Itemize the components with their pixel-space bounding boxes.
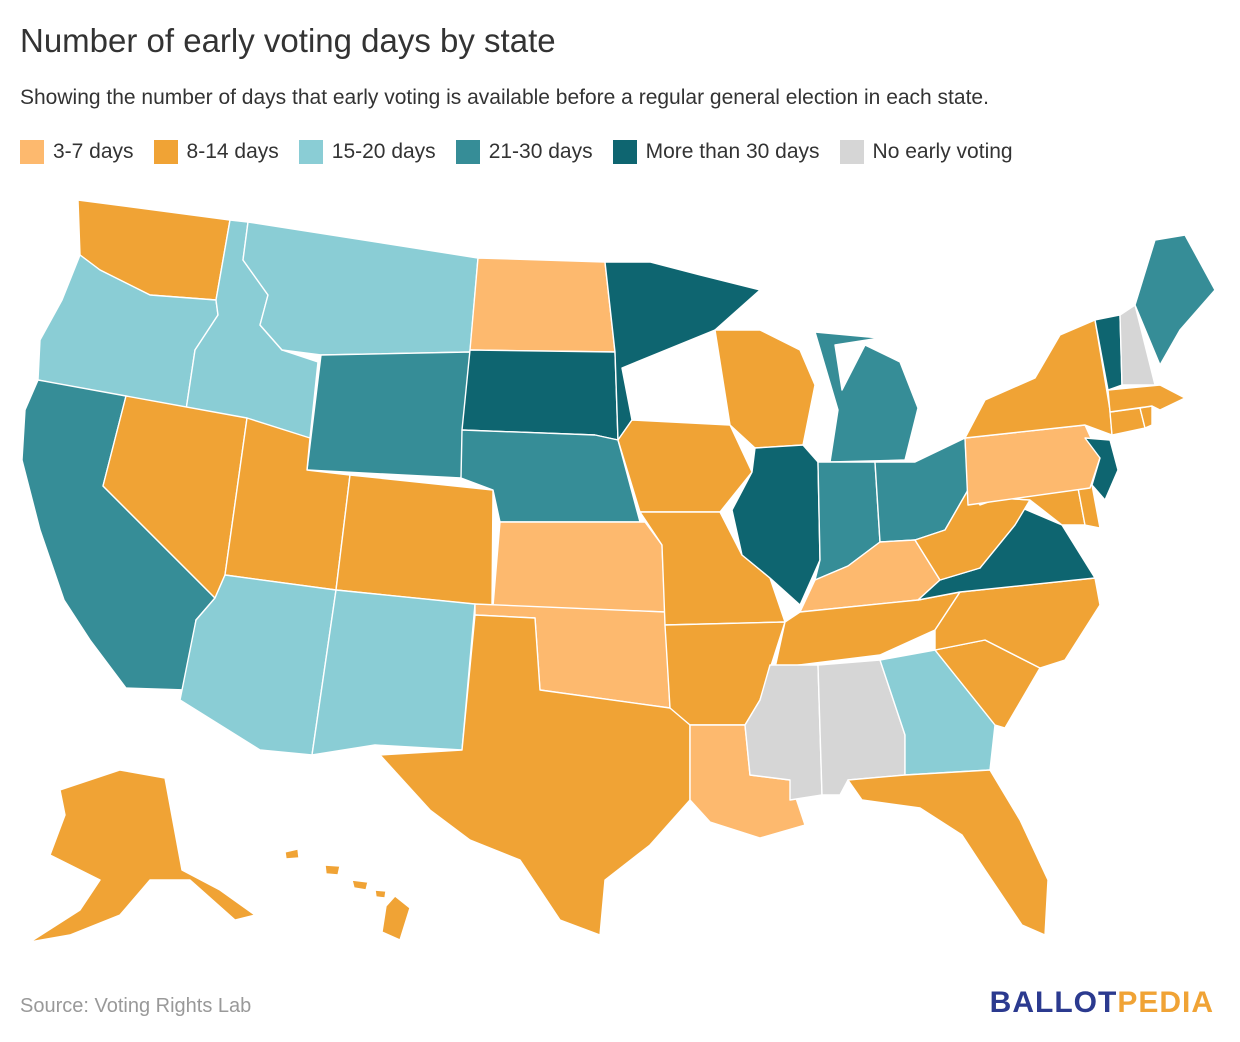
legend-swatch bbox=[612, 140, 637, 164]
chart-title: Number of early voting days by state bbox=[20, 22, 556, 59]
state-CT bbox=[1109, 407, 1146, 436]
state-KS bbox=[492, 521, 666, 613]
state-NJ bbox=[1084, 437, 1119, 501]
state-TX bbox=[379, 614, 691, 936]
legend-swatch bbox=[839, 140, 864, 164]
state-HI bbox=[284, 848, 411, 941]
legend-item-more-than-30-days: More than 30 days bbox=[612, 140, 820, 164]
state-AK bbox=[29, 769, 256, 943]
legend-label: More than 30 days bbox=[645, 140, 820, 163]
legend-swatch bbox=[455, 140, 480, 164]
logo-part-ballot: BALLOT bbox=[989, 986, 1118, 1019]
state-MT bbox=[242, 221, 479, 356]
state-WI bbox=[714, 329, 816, 449]
state-ND bbox=[469, 257, 616, 353]
source-note: Source: Voting Rights Lab bbox=[20, 995, 252, 1017]
logo-part-pedia: PEDIA bbox=[1117, 986, 1214, 1019]
state-MO bbox=[639, 511, 786, 626]
state-MN bbox=[604, 261, 761, 441]
state-FL bbox=[847, 769, 1049, 936]
us-state-map bbox=[21, 200, 1216, 943]
state-NY bbox=[964, 319, 1113, 439]
state-MI bbox=[814, 331, 919, 463]
legend-item-21-30-days: 21-30 days bbox=[455, 140, 593, 164]
legend-swatch bbox=[20, 140, 44, 164]
legend-label: 3-7 days bbox=[53, 140, 134, 163]
legend-label: 15-20 days bbox=[331, 140, 436, 163]
legend-swatch bbox=[153, 140, 178, 164]
legend-item-3-7-days: 3-7 days bbox=[20, 140, 134, 164]
legend: 3-7 days 8-14 days 15-20 days 21-30 days… bbox=[20, 140, 1033, 164]
state-SD bbox=[461, 349, 619, 441]
state-MA bbox=[1107, 384, 1186, 413]
state-NH bbox=[1119, 304, 1156, 386]
legend-item-8-14-days: 8-14 days bbox=[153, 140, 279, 164]
legend-label: 8-14 days bbox=[186, 140, 279, 163]
legend-label: 21-30 days bbox=[488, 140, 593, 163]
state-CO bbox=[335, 474, 494, 607]
ballotpedia-logo: BALLOTPEDIA bbox=[990, 986, 1214, 1020]
legend-item-15-20-days: 15-20 days bbox=[298, 140, 436, 164]
legend-item-no-early-voting: No early voting bbox=[839, 140, 1013, 164]
chart-subtitle: Showing the number of days that early vo… bbox=[20, 86, 989, 109]
state-WY bbox=[306, 351, 471, 479]
legend-swatch bbox=[298, 140, 323, 164]
state-NM bbox=[311, 589, 476, 756]
state-IA bbox=[617, 419, 753, 513]
legend-label: No early voting bbox=[872, 140, 1013, 163]
state-ME bbox=[1134, 234, 1216, 366]
state-IL bbox=[731, 444, 821, 606]
